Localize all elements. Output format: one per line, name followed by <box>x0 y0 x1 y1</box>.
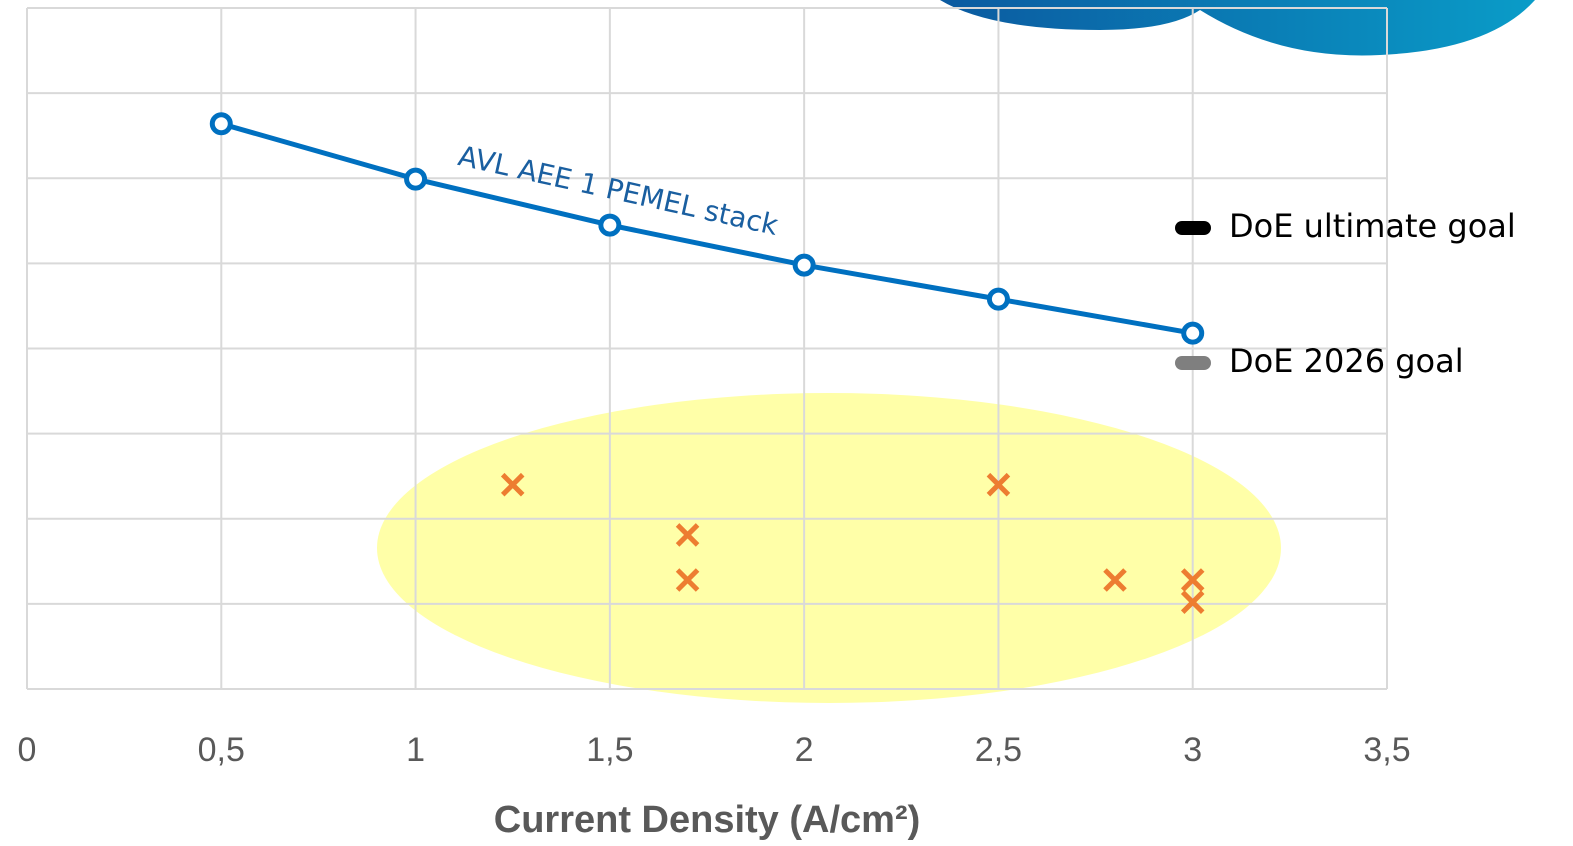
x-tick-label: 2,5 <box>975 731 1022 769</box>
x-tick-label: 0 <box>18 731 37 769</box>
series-line <box>221 124 1192 333</box>
x-tick-label: 1 <box>406 731 425 769</box>
legend-label: DoE ultimate goal <box>1229 207 1516 245</box>
line-point <box>989 290 1007 308</box>
line-point <box>795 256 813 274</box>
legend-label: DoE 2026 goal <box>1229 342 1464 380</box>
highlight-ellipse <box>377 393 1281 703</box>
x-tick-label: 1,5 <box>586 731 633 769</box>
x-tick-label: 3,5 <box>1363 731 1410 769</box>
chart: AVL AEE 1 PEMEL stack Current Density (A… <box>0 0 1573 846</box>
x-axis-label: Current Density (A/cm²) <box>494 799 921 841</box>
x-tick-label: 0,5 <box>198 731 245 769</box>
legend-swatch <box>1175 356 1211 370</box>
x-tick-label: 2 <box>795 731 814 769</box>
legend-swatch <box>1175 221 1211 235</box>
line-point <box>212 115 230 133</box>
line-point <box>1184 324 1202 342</box>
page: AVL AEE 1 PEMEL stack Current Density (A… <box>0 0 1573 846</box>
x-tick-label: 3 <box>1183 731 1202 769</box>
line-point <box>601 216 619 234</box>
line-point <box>407 170 425 188</box>
